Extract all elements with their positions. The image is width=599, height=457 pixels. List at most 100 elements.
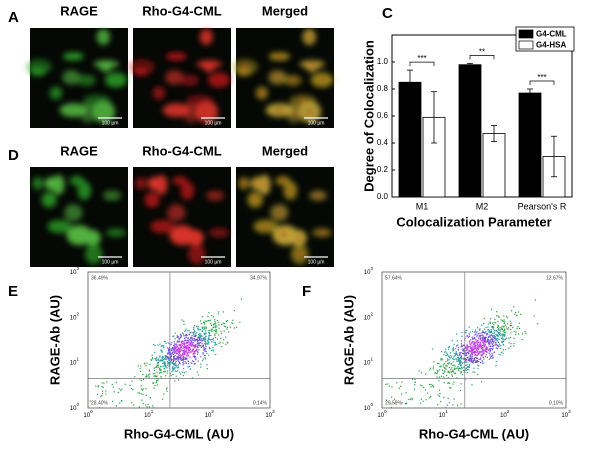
flow-dot [479,344,481,346]
flow-dot [193,363,195,365]
tick-exp: 3 [272,409,275,414]
flow-dot [182,357,185,360]
flow-dot [492,326,494,328]
flow-dot [499,333,501,336]
flow-dot [191,351,193,353]
flow-dot [452,348,454,350]
flow-dot [157,361,160,364]
flow-dot [101,385,103,388]
flow-dot [465,347,467,349]
flow-dot [483,358,485,360]
flow-dot [103,382,105,384]
flow-dot [463,357,465,359]
cell [180,181,195,200]
flow-dot [163,361,165,363]
flow-dot [177,340,179,342]
flow-dot [161,355,164,357]
flow-dot [485,336,487,338]
flow-dot [187,346,189,348]
flow-dot [151,357,153,359]
cell [44,176,58,191]
flow-dot [201,345,203,347]
flow-dot [480,347,483,349]
flow-dot [233,309,236,312]
cells [32,174,127,265]
flow-dot [486,347,488,349]
flow-dot [412,378,414,380]
flow-dot [161,357,163,359]
flow-dot [218,311,220,313]
flow-dot [174,380,176,382]
flow-dot [179,356,182,358]
flow-dot [211,329,213,332]
flow-dot [479,338,481,340]
flow-dot [186,335,188,337]
flow-dot [180,334,182,336]
flow-dot [471,360,473,362]
micrograph: 100 µm [133,167,231,267]
flow-dot [197,329,200,331]
flow-dot [487,340,489,342]
flow-dot [444,407,447,409]
flow-dot [185,333,188,336]
flow-dot [193,335,195,338]
cell-core [295,235,302,241]
flow-dot [214,319,216,321]
flow-dot [203,339,205,342]
flow-dot [195,325,198,327]
column-label: Rho-G4-CML [142,143,221,158]
flow-dot [140,393,142,395]
flow-dot [208,330,210,332]
flow-dot [174,358,176,360]
flow-dot [463,366,465,368]
flow-dot [171,362,173,364]
flow-dot [493,342,495,344]
flow-dot [226,328,228,330]
flow-dot [472,349,474,351]
flow-dot [480,343,482,346]
flow-dot [479,362,482,364]
flow-dot [476,355,478,357]
flow-dot [474,329,477,331]
flow-dot [491,330,493,332]
tick-base: 10 [500,413,507,419]
flow-dot [171,352,174,354]
flow-dot [207,320,209,322]
flow-dot [466,349,469,351]
significance-label: ** [479,47,485,56]
flow-dot [153,369,156,372]
flow-dot [474,359,476,361]
tick-exp: 1 [370,357,373,362]
flow-dot [430,395,432,398]
flow-dot [220,330,222,332]
flow-dot [200,346,202,349]
flow-dot [477,364,479,366]
flow-dot [201,359,204,362]
flow-dot [192,348,194,351]
flow-dot [455,368,457,370]
cells [135,174,230,265]
flow-dot [510,328,512,331]
flow-dot [97,385,99,387]
flow-dot [161,344,163,347]
flow-dot [154,385,156,387]
flow-dot [469,341,471,343]
flow-dot [481,332,483,334]
flow-dot [471,355,473,358]
flow-dot [445,361,447,363]
flow-dot [204,338,206,340]
flow-dot [509,320,511,322]
flow-dot [187,360,189,362]
flow-dot [203,347,206,349]
cell [147,176,161,191]
flow-dot [503,322,505,324]
y-tick-label: 100 [70,402,80,411]
flow-dot [195,359,197,361]
flow-dot [209,339,212,341]
flow-dot [160,359,162,361]
flow-dot [491,338,494,340]
flow-dot [141,399,143,401]
flow-dot [447,377,449,379]
flow-dot [465,329,468,332]
flow-dot [449,357,452,359]
